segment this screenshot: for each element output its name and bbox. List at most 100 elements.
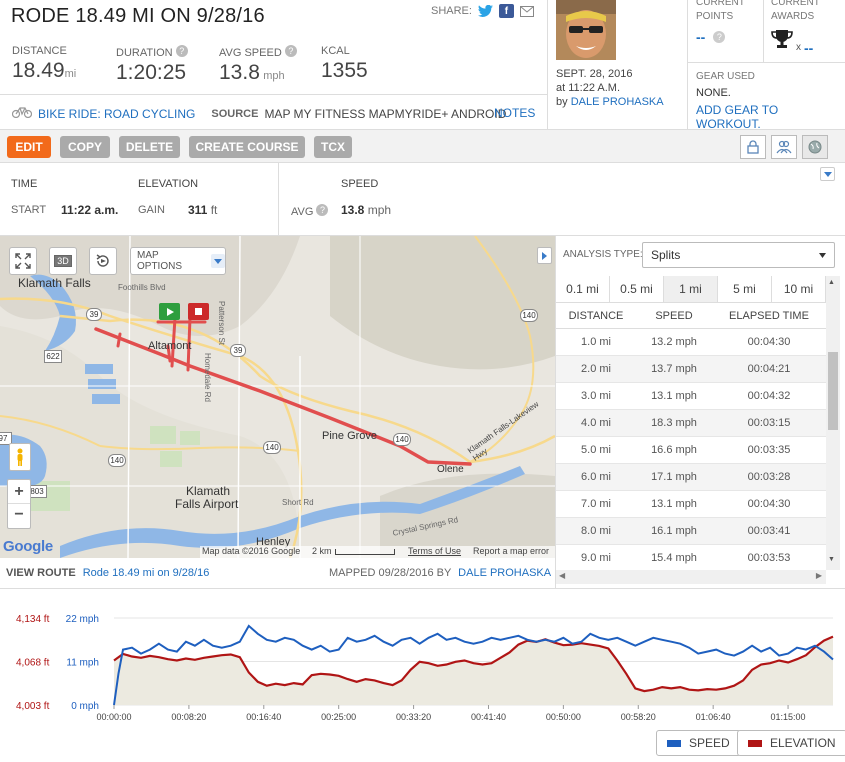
route-shield: 140 xyxy=(520,309,538,322)
stat-unit: mi xyxy=(64,68,77,80)
splits-scrollbar[interactable]: ▲ ▼ xyxy=(826,276,840,570)
gain-value: 311 ft xyxy=(188,203,217,217)
elevation-tick-label: 4,068 ft xyxy=(16,658,50,669)
scroll-up-icon[interactable]: ▲ xyxy=(828,279,835,286)
chevron-down-icon[interactable] xyxy=(820,167,835,181)
pegman-icon[interactable] xyxy=(9,443,31,471)
divider xyxy=(763,0,764,62)
share-row: SHARE: f xyxy=(431,4,535,18)
legend-elevation-toggle[interactable]: ELEVATION xyxy=(737,730,845,756)
time-tick-label: 00:41:40 xyxy=(471,712,506,722)
time-tick-label: 00:16:40 xyxy=(246,712,281,722)
notes-link[interactable]: NOTES xyxy=(494,106,536,120)
divider xyxy=(0,588,845,589)
scroll-down-icon[interactable]: ▼ xyxy=(828,556,835,563)
tab-1-mi[interactable]: 1 mi xyxy=(664,276,718,302)
create-course-button[interactable]: CREATE COURSE xyxy=(189,136,305,158)
start-marker[interactable] xyxy=(159,303,180,320)
stat-label: DURATION xyxy=(116,47,173,59)
avg-speed-row: AVG ? xyxy=(291,204,329,218)
tab-5-mi[interactable]: 5 mi xyxy=(718,276,772,302)
gain-unit: ft xyxy=(210,203,218,217)
gear-label: GEAR USED xyxy=(696,71,755,82)
scroll-left-icon[interactable]: ◀ xyxy=(559,571,566,580)
split-row[interactable]: 1.0 mi 13.2 mph 00:04:30 xyxy=(556,329,826,356)
help-icon[interactable]: ? xyxy=(284,45,297,57)
route-shield: 140 xyxy=(263,441,281,454)
lock-icon[interactable] xyxy=(740,135,766,159)
map-place-label: Olene xyxy=(437,464,464,475)
stat-value: 18.49 xyxy=(12,59,65,82)
split-row[interactable]: 5.0 mi 16.6 mph 00:03:35 xyxy=(556,437,826,464)
help-icon[interactable]: ? xyxy=(713,31,726,43)
stat-value: 13.8 xyxy=(219,61,260,84)
copy-button[interactable]: COPY xyxy=(60,136,110,158)
report-map-error-link[interactable]: Report a map error xyxy=(473,546,550,556)
3d-view-icon[interactable]: 3D xyxy=(49,247,77,275)
terms-link[interactable]: Terms of Use xyxy=(408,546,462,556)
points-label: POINTS xyxy=(696,11,734,22)
delete-button[interactable]: DELETE xyxy=(119,136,180,158)
split-elapsed: 00:03:35 xyxy=(747,444,791,456)
stat-avg-speed: AVG SPEED ? 13.8 mph xyxy=(219,45,297,85)
author-link[interactable]: DALE PROHASKA xyxy=(570,96,664,108)
splits-h-scrollbar[interactable]: ◀ ▶ xyxy=(556,570,826,584)
activity-type-link[interactable]: BIKE RIDE: ROAD CYCLING xyxy=(38,106,196,121)
route-link[interactable]: Rode 18.49 mi on 9/28/16 xyxy=(82,567,210,579)
help-icon[interactable]: ? xyxy=(175,45,188,57)
awards-value: -- xyxy=(804,40,814,56)
view-route-row: VIEW ROUTE Rode 18.49 mi on 9/28/16 xyxy=(6,567,209,579)
speed-elevation-chart[interactable]: 4,134 ft 4,068 ft 4,003 ft 22 mph 11 mph 0 m… xyxy=(0,590,845,762)
time-tick-label: 00:50:00 xyxy=(546,712,581,722)
route-shield: 140 xyxy=(393,433,411,446)
split-row[interactable]: 7.0 mi 13.1 mph 00:04:30 xyxy=(556,491,826,518)
scrollbar-thumb[interactable] xyxy=(828,352,838,430)
legend-elevation-label: ELEVATION xyxy=(770,736,836,750)
edit-button[interactable]: EDIT xyxy=(7,136,51,158)
analysis-type-select[interactable]: Splits xyxy=(642,242,835,268)
globe-icon[interactable] xyxy=(802,135,828,159)
add-gear-link[interactable]: ADD GEAR TO WORKOUT. xyxy=(696,103,779,131)
stop-marker[interactable] xyxy=(188,303,209,320)
tab-0-5-mi[interactable]: 0.5 mi xyxy=(610,276,664,302)
split-row[interactable]: 4.0 mi 18.3 mph 00:03:15 xyxy=(556,410,826,437)
route-map[interactable]: 39 140 39 140 140 140 622 97 803 Klamath… xyxy=(0,236,555,558)
workout-date: SEPT. 28, 2016 xyxy=(556,68,633,80)
col-elapsed-time[interactable]: ELAPSED TIME xyxy=(729,310,809,322)
divider xyxy=(687,62,845,63)
divider xyxy=(278,163,279,235)
map-options-dropdown[interactable]: MAP OPTIONS xyxy=(130,247,226,275)
map-place-label: Pine Grove xyxy=(322,430,378,442)
friends-icon[interactable] xyxy=(771,135,797,159)
collapse-panel-icon[interactable] xyxy=(537,247,552,264)
fullscreen-icon[interactable] xyxy=(9,247,37,275)
split-row[interactable]: 8.0 mi 16.1 mph 00:03:41 xyxy=(556,518,826,545)
split-row[interactable]: 3.0 mi 13.1 mph 00:04:32 xyxy=(556,383,826,410)
split-distance: 7.0 mi xyxy=(581,498,611,510)
help-icon[interactable]: ? xyxy=(316,204,329,216)
scroll-right-icon[interactable]: ▶ xyxy=(815,571,822,580)
split-row[interactable]: 6.0 mi 17.1 mph 00:03:28 xyxy=(556,464,826,491)
split-row[interactable]: 9.0 mi 15.4 mph 00:03:53 xyxy=(556,545,826,572)
tab-0-1-mi[interactable]: 0.1 mi xyxy=(556,276,610,302)
col-speed[interactable]: SPEED xyxy=(655,310,693,322)
zoom-in-button[interactable]: + xyxy=(8,480,30,504)
col-distance[interactable]: DISTANCE xyxy=(568,310,624,322)
activity-row: BIKE RIDE: ROAD CYCLING SOURCE MAP MY FI… xyxy=(11,106,506,121)
tab-10-mi[interactable]: 10 mi xyxy=(772,276,826,302)
email-icon[interactable] xyxy=(520,4,535,18)
twitter-icon[interactable] xyxy=(477,4,493,18)
avatar[interactable] xyxy=(556,0,616,60)
gear-value: NONE. xyxy=(696,87,731,99)
tcx-button[interactable]: TCX xyxy=(314,136,352,158)
split-row[interactable]: 2.0 mi 13.7 mph 00:04:21 xyxy=(556,356,826,383)
current-points: CURRENT POINTS -- ? xyxy=(696,0,745,44)
legend-speed-toggle[interactable]: SPEED xyxy=(656,730,741,756)
zoom-out-button[interactable]: − xyxy=(14,506,24,523)
mapped-by-link[interactable]: DALE PROHASKA xyxy=(458,567,552,579)
start-value: 11:22 a.m. xyxy=(61,203,119,217)
splits-table: 0.1 mi 0.5 mi 1 mi 5 mi 10 mi DISTANCE S… xyxy=(556,276,826,572)
action-toolbar: EDIT COPY DELETE CREATE COURSE TCX xyxy=(0,129,845,163)
replay-icon[interactable] xyxy=(89,247,117,275)
facebook-icon[interactable]: f xyxy=(498,4,514,18)
